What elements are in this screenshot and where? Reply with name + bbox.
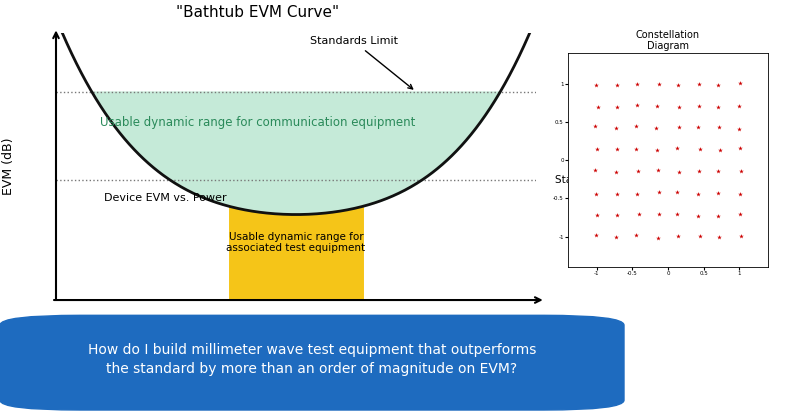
Text: "Bathtub EVM Curve": "Bathtub EVM Curve" [176,5,339,19]
Title: Constellation
Diagram: Constellation Diagram [636,30,700,51]
Text: Operating Power (dBm): Operating Power (dBm) [222,319,370,332]
Text: Usable dynamic range for communication equipment: Usable dynamic range for communication e… [100,116,415,129]
Text: Usable dynamic range for
associated test equipment: Usable dynamic range for associated test… [226,232,366,254]
Text: Device EVM vs. Power: Device EVM vs. Power [104,193,226,203]
Text: EVM (dB): EVM (dB) [2,138,14,195]
FancyBboxPatch shape [0,315,624,410]
Text: How do I build millimeter wave test equipment that outperforms
the standard by m: How do I build millimeter wave test equi… [88,343,536,376]
Text: Standards Limit: Standards Limit [310,36,413,89]
Text: Standards Limit minus 15dB: Standards Limit minus 15dB [555,175,703,185]
